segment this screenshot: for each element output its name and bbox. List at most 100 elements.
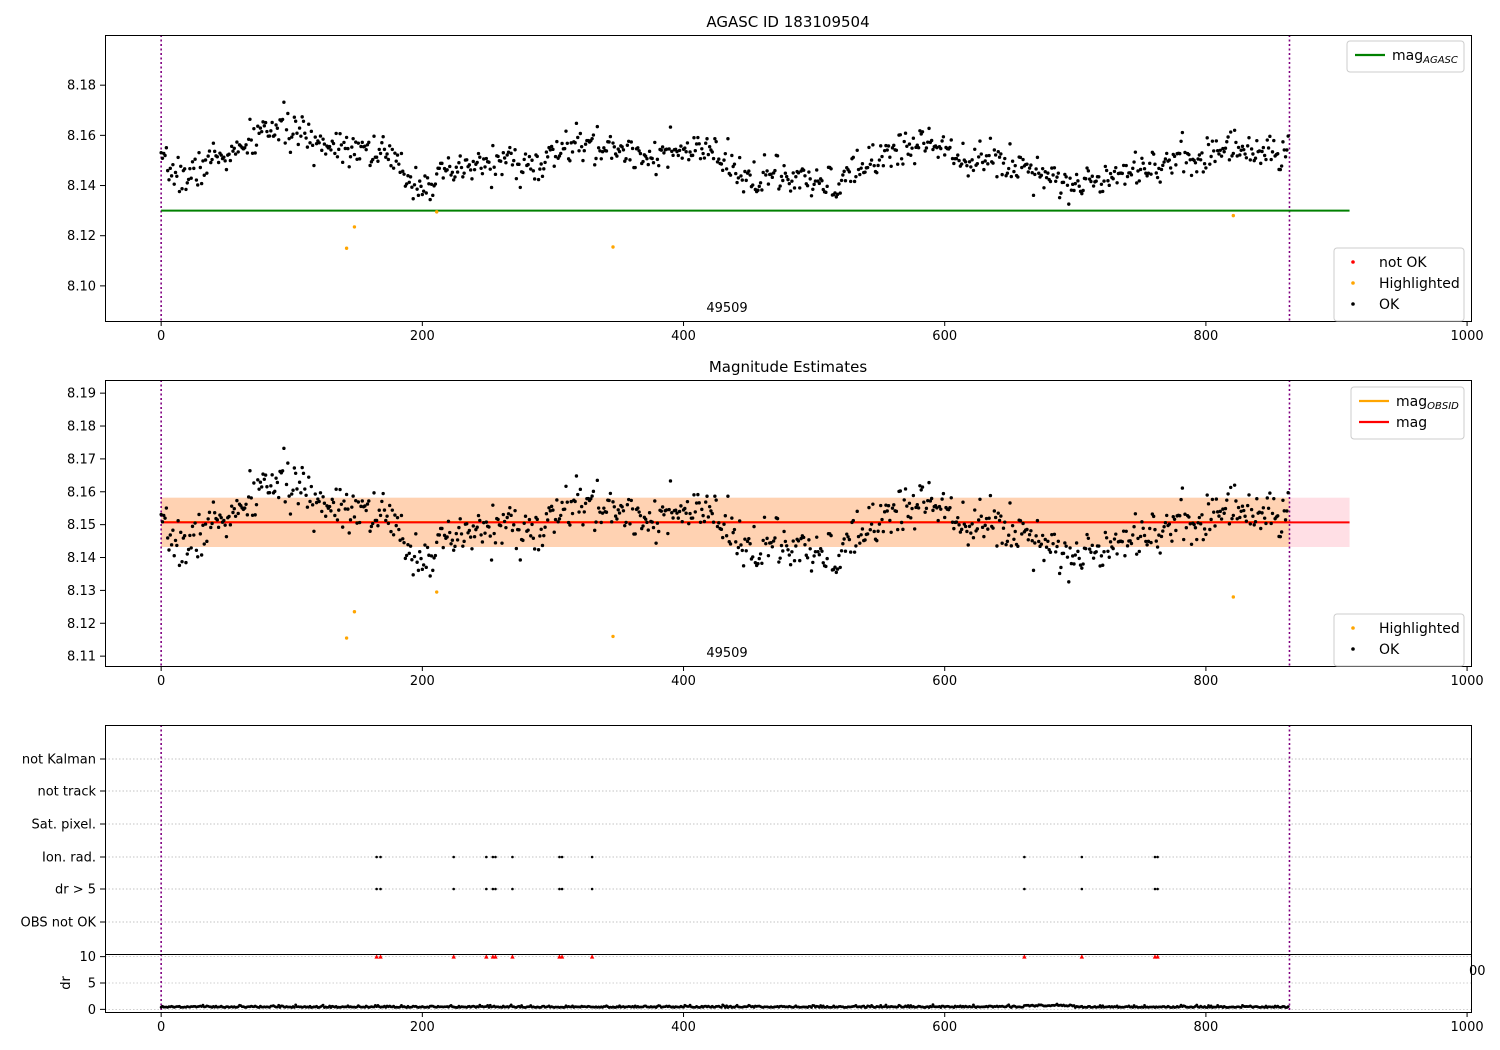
- p2-point-ok: [476, 513, 481, 518]
- p1-point-ok: [1056, 171, 1061, 175]
- p1-point-ok: [1104, 168, 1109, 173]
- p2-point-ok: [1174, 528, 1178, 533]
- p2-point-ok: [1260, 511, 1264, 515]
- p2-point-ok: [1059, 565, 1063, 570]
- p2-point-ok: [1159, 534, 1164, 539]
- p2-point-ok: [354, 498, 358, 503]
- p2-point-ok: [1138, 534, 1143, 539]
- p4-xtick-label: 400: [671, 1020, 696, 1035]
- p2-point-ok: [979, 514, 983, 518]
- p1-point-ok: [576, 135, 580, 140]
- p1-point-ok: [1101, 189, 1105, 194]
- p2-point-ok: [493, 541, 498, 545]
- p4-ytick-label: 0: [88, 1003, 96, 1018]
- p2-point-ok: [1249, 507, 1254, 512]
- p1-point-ok: [1223, 146, 1228, 150]
- p2-point-ok: [645, 520, 649, 525]
- p2-point-ok: [1253, 519, 1258, 524]
- p2-point-ok: [858, 541, 862, 545]
- p1-point-ok: [671, 153, 675, 158]
- p2-point-ok: [1080, 566, 1084, 570]
- p1-point-ok: [924, 146, 929, 150]
- p1-point-ok: [612, 145, 617, 149]
- p1-point-ok: [966, 174, 970, 178]
- p1-point-ok: [970, 158, 974, 162]
- p2-legend-marker: [1351, 626, 1355, 630]
- p1-point-ok: [1004, 173, 1008, 178]
- p2-point-ok: [876, 529, 880, 533]
- p1-point-ok: [565, 141, 569, 145]
- p1-point-ok: [169, 174, 174, 178]
- p1-point-ok: [1178, 151, 1182, 156]
- p2-point-ok: [559, 513, 563, 518]
- p1-point-ok: [1091, 184, 1096, 188]
- p1-point-ok: [1257, 149, 1262, 153]
- p1-point-ok: [487, 160, 491, 164]
- p2-point-ok: [308, 499, 312, 504]
- p1-point-ok: [1219, 154, 1224, 158]
- p1-point-ok: [1129, 173, 1134, 177]
- p2-point-ok: [922, 500, 926, 504]
- p1-point-ok: [504, 161, 508, 165]
- p1-point-ok: [1039, 173, 1044, 178]
- p2-point-ok: [352, 515, 357, 519]
- p2-point-ok: [355, 521, 359, 525]
- p1-point-ok: [1260, 149, 1264, 154]
- p3-flag-point: [379, 887, 382, 891]
- p1-point-ok: [747, 169, 751, 173]
- p1-point-ok: [788, 189, 793, 193]
- p2-point-ok: [973, 508, 977, 512]
- p2-point-ok: [909, 516, 913, 520]
- p4-clipped-marker: [1155, 954, 1160, 959]
- p2-point-ok: [788, 563, 793, 567]
- p1-point-ok: [292, 115, 297, 119]
- p2-point-ok: [189, 546, 193, 550]
- p1-point-ok: [751, 183, 755, 187]
- p2-point-ok: [1247, 493, 1251, 497]
- p2-point-ok: [963, 524, 968, 529]
- p2-point-ok: [1223, 506, 1228, 511]
- p1-point-ok: [160, 156, 165, 160]
- p1-point-ok: [655, 157, 660, 162]
- p1-point-ok: [471, 159, 475, 164]
- p1-point-ok: [963, 160, 968, 164]
- p2-point-ok: [363, 504, 367, 508]
- p2-point-ok: [367, 499, 371, 503]
- p2-point-ok: [557, 517, 562, 521]
- p2-point-ok: [786, 548, 790, 552]
- p1-point-ok: [1141, 161, 1145, 165]
- p1-point-ok: [517, 162, 521, 167]
- p1-point-ok: [450, 170, 455, 175]
- p1-point-ok: [848, 179, 853, 184]
- p2-point-ok: [792, 559, 797, 563]
- p1-point-ok: [387, 144, 392, 148]
- p2-point-ok: [454, 531, 458, 536]
- p2-point-ok: [201, 523, 205, 527]
- p1-point-ok: [1052, 166, 1057, 170]
- p2-point-ok: [287, 494, 291, 498]
- p2-point-ok: [740, 548, 744, 553]
- p2-point-ok: [569, 499, 573, 504]
- p1-point-ok: [879, 144, 883, 148]
- p2-point-ok: [168, 533, 172, 537]
- p2-point-ok: [1181, 537, 1186, 542]
- p1-point-ok: [414, 165, 418, 170]
- p1-point-ok: [811, 187, 815, 191]
- p2-point-ok: [839, 549, 844, 553]
- p1-point-ok: [449, 173, 453, 177]
- p1-point-ok: [653, 140, 657, 145]
- p1-point-ok: [1158, 180, 1162, 184]
- p2-point-ok: [369, 524, 374, 529]
- p2-point-ok: [813, 550, 818, 554]
- p1-point-ok: [1085, 166, 1089, 170]
- p4-dr-point: [1141, 1006, 1145, 1009]
- p1-point-ok: [609, 156, 614, 161]
- p1-point-ok: [629, 140, 633, 144]
- p2-point-ok: [1091, 556, 1096, 560]
- p2-point-ok: [570, 511, 575, 516]
- p1-point-ok: [275, 126, 280, 130]
- p2-point-ok: [1031, 568, 1036, 573]
- p1-point-ok: [726, 137, 730, 141]
- p1-point-ok: [329, 148, 333, 152]
- p2-ytick-label: 8.11: [67, 650, 96, 665]
